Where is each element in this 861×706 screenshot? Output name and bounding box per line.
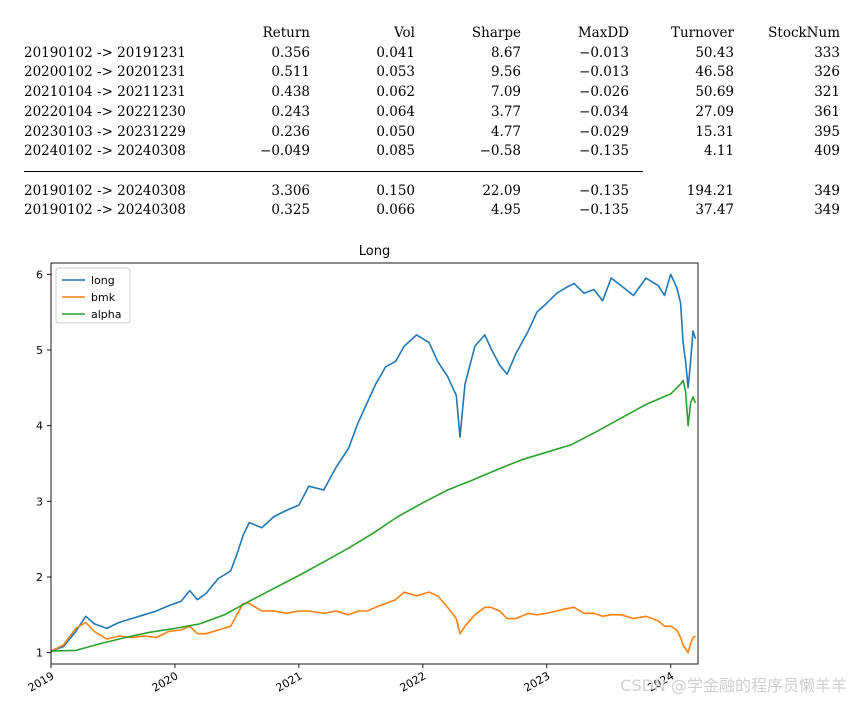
stats-header-vol: Vol [394, 25, 415, 41]
stats-row: 20200102 -> 20201231 0.511 0.053 9.56 −0.013… [24, 63, 840, 83]
stats-cell-value: 0.438 [271, 84, 310, 101]
stats-cell-value: 0.050 [376, 123, 415, 140]
stats-cell-value: 9.56 [490, 64, 521, 81]
series-line-bmk [51, 591, 696, 654]
stats-cell-value: 0.062 [376, 84, 415, 101]
x-tick-label: 2023 [522, 669, 553, 694]
stats-cell-period: 20190102 -> 20191231 [24, 44, 186, 61]
stats-cell-value: 7.09 [490, 84, 521, 101]
stats-cell-value: 349 [814, 202, 840, 219]
stats-cell-value: 50.43 [695, 44, 734, 61]
stats-cell-value: 0.041 [376, 44, 415, 61]
y-tick-label: 6 [36, 268, 43, 281]
stats-cell-value: 321 [814, 84, 840, 101]
stats-cell-value: −0.013 [579, 44, 629, 61]
stats-row: 20220104 -> 20221230 0.243 0.064 3.77 −0.034… [24, 103, 840, 123]
x-tick-label: 2019 [26, 669, 57, 694]
stats-cell-value: 0.243 [271, 103, 310, 120]
stats-cell-value: 333 [814, 44, 840, 61]
stats-cell-period: 20240102 -> 20240308 [24, 143, 186, 160]
stats-cell-value: −0.026 [579, 84, 629, 101]
stats-cell-value: 8.67 [490, 44, 521, 61]
stats-cell-value: 395 [814, 123, 840, 140]
stats-cell-period: 20200102 -> 20201231 [24, 64, 186, 81]
stats-cell-value: 4.11 [703, 143, 734, 160]
series-line-alpha [51, 379, 697, 652]
stats-cell-value: 326 [814, 64, 840, 81]
stats-cell-value: −0.034 [579, 103, 629, 120]
stats-cell-value: 194.21 [686, 182, 734, 199]
stats-cell-value: 4.77 [490, 123, 521, 140]
stats-cell-value: 0.085 [376, 143, 415, 160]
stats-row: 20240102 -> 20240308 −0.049 0.085 −0.58 −0.1… [24, 142, 840, 162]
stats-cell-value: −0.029 [579, 123, 629, 140]
stats-header-sharpe: Sharpe [471, 25, 521, 41]
stats-separator-line [24, 171, 643, 173]
watermark-text: CSDN @学金融的程序员懒羊羊 [620, 676, 847, 695]
stats-header-return: Return [262, 25, 310, 41]
stats-cell-value: −0.013 [579, 64, 629, 81]
stats-cell-value: 0.053 [376, 64, 415, 81]
stats-cell-value: 0.325 [271, 202, 310, 219]
legend-label: alpha [91, 308, 122, 321]
stats-row: 20190102 -> 20240308 3.306 0.150 22.09 −0.13… [24, 182, 840, 202]
y-tick-label: 1 [36, 647, 43, 660]
y-tick-label: 4 [36, 420, 43, 433]
x-tick-label: 2020 [150, 669, 181, 694]
stats-cell-value: 37.47 [695, 202, 734, 219]
stats-table: Return Vol Sharpe MaxDD Turnover StockNu… [24, 24, 840, 221]
x-tick-label: 2021 [274, 669, 305, 694]
y-tick-label: 3 [36, 495, 43, 508]
stats-cell-value: 0.236 [271, 123, 310, 140]
y-tick-label: 5 [36, 344, 43, 357]
legend-label: long [91, 274, 115, 287]
stats-cell-period: 20190102 -> 20240308 [24, 202, 186, 219]
stats-cell-value: 361 [814, 103, 840, 120]
stats-cell-value: −0.135 [579, 182, 629, 199]
stats-cell-value: −0.049 [260, 143, 310, 160]
legend-box [55, 267, 131, 324]
stats-cell-value: 0.511 [271, 64, 310, 81]
stats-header-maxdd: MaxDD [577, 25, 629, 41]
stats-row: 20230103 -> 20231229 0.236 0.050 4.77 −0.029… [24, 123, 840, 143]
stats-cell-value: 0.150 [376, 182, 415, 199]
legend-label: bmk [91, 291, 116, 304]
stats-row: 20190102 -> 20191231 0.356 0.041 8.67 −0.013… [24, 44, 840, 64]
stats-cell-value: 22.09 [482, 182, 521, 199]
stats-cell-value: 3.306 [271, 182, 310, 199]
plot-frame [50, 262, 699, 665]
stats-cell-value: 27.09 [695, 103, 734, 120]
stats-cell-period: 20230103 -> 20231229 [24, 123, 186, 140]
x-tick-label: 2022 [398, 669, 429, 694]
stats-cell-value: 46.58 [695, 64, 734, 81]
chart-title: Long [359, 244, 390, 259]
stats-cell-value: 0.066 [376, 202, 415, 219]
stats-cell-period: 20190102 -> 20240308 [24, 182, 186, 199]
stats-cell-value: −0.135 [579, 202, 629, 219]
stats-header-period [24, 24, 238, 44]
stats-header-turnover: Turnover [670, 25, 734, 41]
stats-cell-value: −0.135 [579, 143, 629, 160]
stats-cell-value: −0.58 [479, 143, 521, 160]
stats-header-stocknum: StockNum [768, 25, 840, 41]
stats-cell-value: 3.77 [490, 103, 521, 120]
stats-cell-value: 349 [814, 182, 840, 199]
stats-header-row: Return Vol Sharpe MaxDD Turnover StockNu… [24, 24, 840, 44]
y-tick-label: 2 [36, 571, 43, 584]
stats-body: 20190102 -> 20191231 0.356 0.041 8.67 −0.013… [24, 44, 840, 221]
series-line-long [51, 273, 697, 652]
stats-cell-value: 4.95 [490, 202, 521, 219]
stats-cell-value: 15.31 [695, 123, 734, 140]
stats-cell-period: 20210104 -> 20211231 [24, 84, 186, 101]
stats-separator-row [24, 162, 840, 182]
stats-row: 20210104 -> 20211231 0.438 0.062 7.09 −0.026… [24, 83, 840, 103]
stats-cell-period: 20220104 -> 20221230 [24, 103, 186, 120]
stats-cell-value: 0.064 [376, 103, 415, 120]
stats-cell-value: 409 [814, 143, 840, 160]
stats-row: 20190102 -> 20240308 0.325 0.066 4.95 −0.135… [24, 201, 840, 221]
stats-cell-value: 0.356 [271, 44, 310, 61]
stats-cell-value: 50.69 [695, 84, 734, 101]
